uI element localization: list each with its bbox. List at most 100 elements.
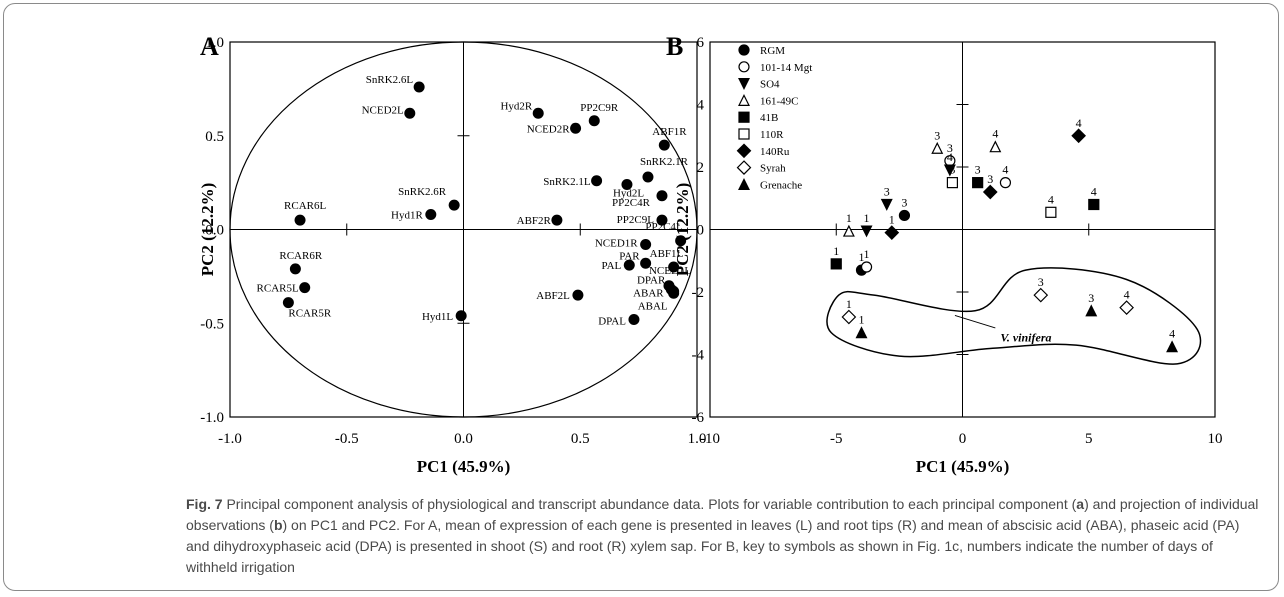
loading-point-label: ABF1R <box>652 126 687 138</box>
point-day-label: 3 <box>1038 275 1044 289</box>
y-tick-label-b: -2 <box>692 285 705 301</box>
y-tick-label-b: 2 <box>697 160 705 176</box>
loading-point-label: Hyd1R <box>391 210 423 222</box>
x-tick-label-b: 0 <box>959 431 967 447</box>
loading-point <box>299 282 311 294</box>
y-tick-label-a: -0.5 <box>200 316 224 332</box>
loading-point <box>588 115 600 127</box>
loading-point-label: NCED2L <box>362 104 404 116</box>
loading-point <box>675 235 687 247</box>
loading-point-label: NCED1L <box>649 265 691 277</box>
point-day-label: 1 <box>833 244 839 258</box>
marker-triangle-down-filled <box>738 77 750 90</box>
x-tick-label-a: -0.5 <box>335 431 359 447</box>
figure-caption: Fig. 7 Principal component analysis of p… <box>186 494 1266 578</box>
loading-point <box>658 139 670 151</box>
point-day-label: 1 <box>859 313 865 327</box>
vinifera-pointer-line <box>954 314 996 329</box>
marker-square-filled <box>738 111 750 123</box>
loading-point <box>640 257 652 269</box>
caption-text-3: ) on PC1 and PC2. For A, mean of express… <box>186 517 1240 575</box>
marker-triangle-up-filled <box>738 178 750 190</box>
panel-a: -1.0 -0.5 0.0 0.5 1.0 1.0 0.5 0.0 -0.5 -1.0 PC1 (4… <box>198 32 706 476</box>
marker-circle-filled <box>738 44 750 56</box>
x-tick-label-a: -1.0 <box>218 431 242 447</box>
loading-point-label: RCAR5R <box>288 308 331 320</box>
figure-frame <box>3 3 1279 591</box>
marker-circle-open <box>999 177 1012 189</box>
point-day-label: 3 <box>987 172 993 186</box>
loading-point-label: ABAL <box>638 300 668 312</box>
point-day-label: 1 <box>859 250 865 264</box>
y-tick-label-b: -4 <box>692 348 705 364</box>
legend-label: 41B <box>760 112 778 124</box>
point-day-label: 1 <box>889 213 895 227</box>
loading-point-label: SnRK2.1L <box>543 176 591 188</box>
point-day-label: 3 <box>947 141 953 155</box>
loading-point <box>628 314 640 325</box>
loading-point-label: Hyd2R <box>500 100 532 112</box>
marker-circle-filled <box>898 209 911 222</box>
point-day-label: 4 <box>992 127 998 141</box>
loading-point-label: SnRK2.1R <box>640 156 689 168</box>
loading-point-label: DPAL <box>598 316 626 328</box>
loading-point-label: RCAR6R <box>279 250 322 262</box>
caption-text-2: ) and projection of individual observati… <box>186 496 1259 533</box>
panel-b: -10 -5 0 5 10 6 4 2 0 -2 -4 -6 PC1 (45.9%) PC2 (12.2%… <box>666 32 1223 476</box>
caption-bold-b: b <box>273 517 283 533</box>
x-tick-label-a: 1.0 <box>688 431 707 447</box>
point-day-label: 3 <box>949 163 955 177</box>
loading-point-label: PP2C4R <box>612 197 651 209</box>
y-tick-label-a: -1.0 <box>200 410 224 426</box>
marker-square-open <box>1045 206 1057 218</box>
marker-diamond-filled <box>982 184 998 200</box>
point-day-label: 3 <box>934 128 940 142</box>
x-axis-title-a: PC1 (45.9%) <box>417 457 510 476</box>
y-tick-label-a: 0.5 <box>205 129 224 145</box>
loading-point-label: Hyd1L <box>422 311 453 323</box>
x-tick-label-b: 5 <box>1085 431 1093 447</box>
marker-diamond-filled <box>884 225 900 240</box>
legend-label: 101-14 Mgt <box>760 62 812 74</box>
panel-label-b: B <box>666 32 683 61</box>
point-day-label: 4 <box>1002 163 1008 177</box>
loading-point-label: SnRK2.6L <box>366 74 414 86</box>
loading-point-label: NCED1R <box>595 238 638 250</box>
point-day-label: 4 <box>1091 185 1097 199</box>
loading-point <box>532 107 544 119</box>
loading-point <box>623 259 635 271</box>
caption-text-1: Principal component analysis of physiolo… <box>222 496 1077 512</box>
x-tick-label-b: -5 <box>830 431 843 447</box>
y-axis-title-b: PC2 (12.2%) <box>673 183 692 276</box>
y-tick-label-b: 0 <box>697 223 705 239</box>
point-day-label: 3 <box>884 185 890 199</box>
x-tick-label-a: 0.0 <box>454 431 473 447</box>
point-day-label: 4 <box>1076 116 1082 130</box>
loading-point-label: ABAR <box>633 287 664 299</box>
marker-circle-open <box>860 261 873 273</box>
loading-point-label: Hyd2L <box>613 188 644 200</box>
marker-diamond-open <box>736 160 752 175</box>
loading-point <box>668 287 680 299</box>
marker-triangle-up-filled <box>1166 340 1179 353</box>
marker-triangle-up-filled <box>1085 304 1098 317</box>
marker-triangle-up-open <box>842 224 855 237</box>
marker-circle-open <box>738 61 750 73</box>
point-day-label: 4 <box>947 150 953 164</box>
legend-label: SO4 <box>760 79 780 91</box>
loading-point <box>289 263 301 275</box>
y-tick-label-b: -6 <box>692 410 705 426</box>
loading-point <box>455 310 467 322</box>
marker-diamond-open <box>1119 300 1134 315</box>
marker-square-open <box>738 128 750 140</box>
loading-point <box>640 239 652 250</box>
point-day-label: 1 <box>864 211 870 225</box>
loading-point-label: PP2C4L <box>645 221 683 233</box>
vinifera-label: V. vinifera <box>1000 330 1051 344</box>
loading-point-label: RCAR6L <box>284 200 326 212</box>
point-day-label: 3 <box>1088 291 1094 305</box>
marker-square-filled <box>972 177 984 189</box>
marker-diamond-open <box>1033 287 1049 303</box>
loading-point-label: PAL <box>602 260 622 272</box>
y-tick-label-b: 6 <box>697 35 705 51</box>
